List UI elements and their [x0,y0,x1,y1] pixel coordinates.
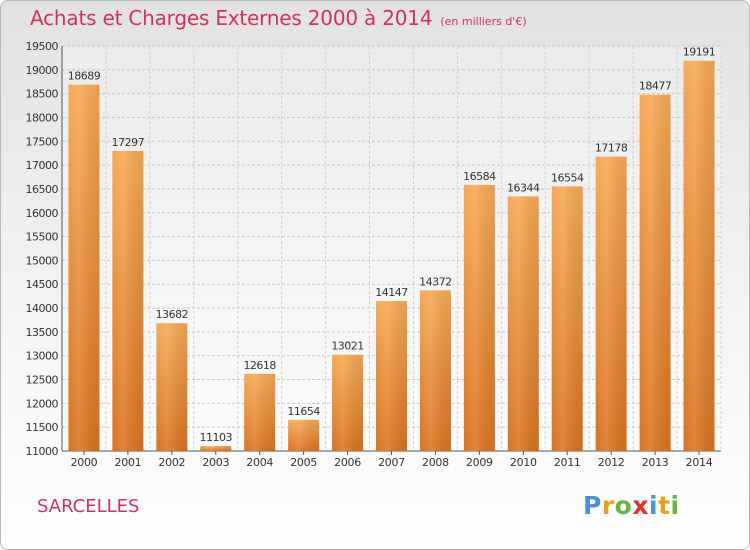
bar-layer [68,60,715,452]
bar-value-label: 14372 [419,275,452,288]
bar-shading [200,446,232,451]
city-name: SARCELLES [37,496,140,517]
chart-subtitle: (en milliers d'€) [440,15,527,28]
y-tick-label: 18500 [26,88,59,101]
y-tick-label: 16000 [26,207,59,220]
bar-value-label: 19191 [683,46,716,59]
bar-shading [68,84,100,452]
y-tick-label: 17500 [26,135,59,148]
x-tick-label: 2004 [246,456,273,469]
y-tick-label: 16500 [26,183,59,196]
bar-shading [683,60,715,452]
chart-title-text: Achats et Charges Externes 2000 à 2014 [30,6,433,30]
bar-value-label: 14147 [375,286,408,299]
x-tick-label: 2006 [334,456,361,469]
logo-letter: x [632,491,649,520]
x-tick-label: 2014 [686,456,713,469]
bar-value-label: 16584 [463,170,496,183]
label-layer: 11000 11500 12000 12500 13000 13500 14000 14500… [26,40,716,469]
bar-value-label: 12618 [243,359,276,372]
bar-shading [463,184,495,451]
y-tick-label: 17000 [26,159,59,172]
y-tick-label: 14500 [26,278,59,291]
x-tick-label: 2012 [598,456,625,469]
bar-value-label: 16344 [507,181,540,194]
bar-value-label: 18477 [639,80,672,93]
logo-letter: i [670,491,680,520]
bar-shading [156,323,188,451]
bar-shading [639,94,671,451]
x-tick-label: 2001 [115,456,142,469]
y-tick-label: 19000 [26,64,59,77]
x-tick-label: 2005 [290,456,317,469]
logo-letter: t [658,491,671,520]
bar-shading [288,419,320,451]
logo-letter: i [649,491,659,520]
y-tick-label: 13000 [26,350,59,363]
y-tick-label: 15000 [26,254,59,267]
y-tick-label: 11500 [26,421,59,434]
x-tick-label: 2010 [510,456,537,469]
bar-shading [376,301,407,451]
y-tick-label: 15500 [26,231,59,244]
bar-value-label: 16554 [551,171,584,184]
bar-value-label: 17297 [112,136,145,149]
bar-value-label: 13021 [331,340,364,353]
bar-shading [244,373,276,451]
x-tick-label: 2009 [466,456,493,469]
y-tick-label: 13500 [26,326,59,339]
y-tick-label: 12000 [26,397,59,410]
bar-shading [332,354,364,451]
bar-shading [595,156,627,451]
proxiti-logo[interactable]: Proxiti [583,491,680,520]
bar-shading [112,150,144,451]
y-tick-label: 14000 [26,302,59,315]
x-tick-label: 2011 [554,456,581,469]
y-tick-label: 11000 [26,445,59,458]
y-tick-label: 18000 [26,111,59,124]
x-tick-label: 2008 [422,456,449,469]
x-tick-label: 2003 [202,456,229,469]
bar-shading [551,186,583,452]
x-tick-label: 2013 [642,456,669,469]
x-tick-label: 2000 [71,456,98,469]
bar-shading [419,290,451,451]
logo-letter: P [583,491,602,520]
chart-title: Achats et Charges Externes 2000 à 2014 (e… [30,6,527,30]
x-tick-label: 2002 [158,456,185,469]
bar-value-label: 13682 [156,308,189,321]
bar-value-label: 11654 [287,405,320,418]
bar-value-label: 17178 [595,142,628,155]
bar-shading [507,196,539,451]
logo-letter: r [601,491,615,520]
bar-value-label: 11103 [200,431,233,444]
bar-value-label: 18689 [68,70,101,83]
logo-letter: o [614,491,633,520]
x-tick-label: 2007 [378,456,405,469]
y-tick-label: 19500 [26,40,59,53]
y-tick-label: 12500 [26,374,59,387]
